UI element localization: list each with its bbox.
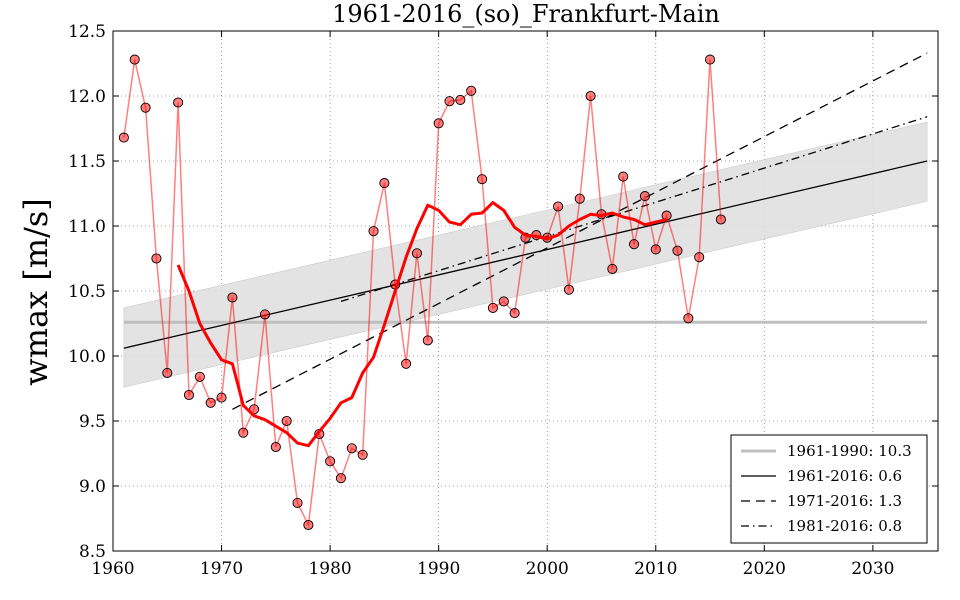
- data-point: [704, 54, 716, 65]
- smoothed-series: [176, 201, 667, 448]
- data-point: [487, 302, 498, 313]
- legend-box: [730, 434, 928, 544]
- data-point: [563, 284, 574, 295]
- data-point: [672, 245, 683, 256]
- data-point: [379, 178, 390, 189]
- data-point: [183, 389, 195, 401]
- data-point: [303, 519, 314, 531]
- data-point: [553, 201, 564, 212]
- data-point: [281, 415, 292, 427]
- trend-line-1981-2016: [340, 116, 928, 303]
- x-tick-label: 1990: [417, 559, 460, 579]
- x-tick-label: 1970: [200, 559, 243, 579]
- data-point: [357, 449, 368, 460]
- data-point: [509, 308, 520, 319]
- data-point: [650, 244, 661, 255]
- observation-series: [118, 54, 726, 531]
- data-point: [140, 102, 151, 113]
- data-point: [346, 443, 357, 454]
- data-point: [194, 371, 205, 382]
- chart-title: 1961-2016_(so)_Frankfurt-Main: [332, 0, 720, 28]
- data-point: [466, 85, 477, 96]
- data-point: [574, 193, 585, 204]
- data-point: [694, 252, 705, 263]
- legend-label: 1971-2016: 1.3: [787, 492, 902, 510]
- trend-line-1971-2016: [232, 52, 928, 410]
- observation-line: [123, 59, 722, 528]
- data-point: [607, 263, 618, 274]
- trend-line-1961-2016: [123, 160, 928, 349]
- data-point: [162, 367, 173, 378]
- data-point: [455, 94, 466, 105]
- y-tick-label: 11.5: [68, 152, 106, 172]
- data-point: [585, 90, 596, 102]
- data-point: [129, 54, 140, 65]
- data-point: [227, 292, 238, 303]
- data-point: [683, 313, 694, 324]
- data-point: [270, 441, 281, 453]
- data-point: [216, 392, 227, 403]
- data-point: [618, 171, 629, 182]
- data-point: [477, 174, 488, 185]
- data-point: [368, 226, 379, 237]
- y-tick-label: 9.0: [79, 477, 106, 497]
- data-point: [205, 397, 216, 408]
- y-tick-label: 11.0: [68, 217, 106, 237]
- x-tick-label: 1980: [308, 559, 351, 579]
- data-point: [238, 427, 249, 438]
- y-tick-label: 9.5: [79, 412, 106, 432]
- data-point: [411, 248, 422, 259]
- x-tick-label: 2020: [743, 559, 786, 579]
- axis-ticks: 1960 1970 1980 1990 2000 2010 2020 2030 8.5 9.0 9.…: [68, 22, 938, 579]
- y-tick-label: 12.5: [68, 22, 106, 42]
- data-point: [173, 97, 184, 108]
- legend: 1961-1990: 10.3 1961-2016: 0.6 1971-2016: …: [730, 434, 928, 544]
- data-point: [433, 118, 444, 129]
- trend-lines: [123, 52, 928, 410]
- data-point: [639, 191, 650, 202]
- legend-label: 1961-1990: 10.3: [787, 442, 912, 460]
- data-point: [401, 358, 412, 369]
- data-point: [715, 214, 726, 225]
- data-point: [292, 497, 303, 508]
- data-point: [444, 96, 455, 107]
- x-tick-label: 2010: [634, 559, 677, 579]
- x-tick-label: 2030: [851, 559, 894, 579]
- data-point: [259, 309, 271, 320]
- data-point: [118, 132, 129, 143]
- data-point: [325, 456, 336, 467]
- legend-label: 1961-2016: 0.6: [787, 467, 902, 485]
- x-tick-label: 2000: [526, 559, 569, 579]
- data-point: [422, 335, 433, 346]
- y-tick-label: 12.0: [68, 87, 106, 107]
- smoothed-line: [176, 201, 667, 448]
- y-tick-label: 8.5: [79, 542, 106, 562]
- y-tick-label: 10.0: [68, 347, 106, 367]
- data-point: [498, 296, 509, 307]
- y-tick-label: 10.5: [68, 282, 106, 302]
- data-point: [151, 253, 162, 264]
- y-axis-label: wmax [m/s]: [17, 198, 55, 386]
- x-tick-label: 1960: [91, 559, 134, 579]
- legend-label: 1981-2016: 0.8: [787, 517, 902, 535]
- data-point: [335, 473, 347, 484]
- data-point: [629, 239, 640, 250]
